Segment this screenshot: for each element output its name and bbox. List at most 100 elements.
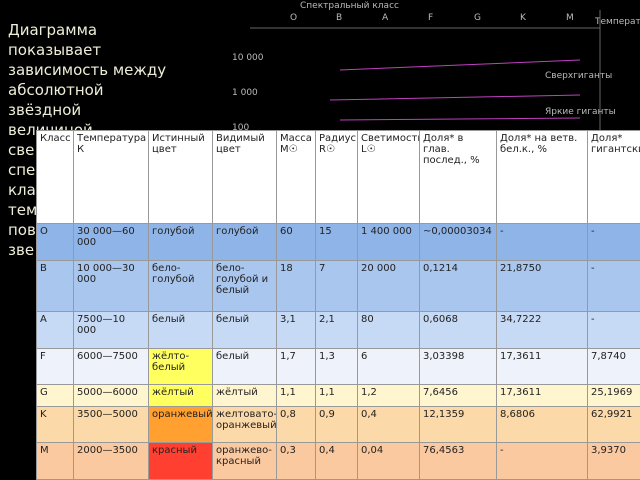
table-cell: - (587, 223, 640, 261)
spectral-class: B (336, 13, 342, 23)
table-cell: белый (148, 311, 213, 349)
text-line: зве (8, 241, 35, 259)
table-cell: 0,6068 (419, 311, 497, 349)
table-cell: O (36, 223, 74, 261)
table-cell: ~0,00003034 (419, 223, 497, 261)
table-cell: 1 400 000 (357, 223, 420, 261)
spectral-class: F (428, 13, 433, 23)
table-cell: G (36, 384, 74, 407)
table-row: M 2000—3500 красный оранжево-красный 0,3 0,4 0… (36, 442, 640, 480)
table-cell: оранжево-красный (212, 442, 277, 480)
table-cell: 0,9 (315, 405, 358, 444)
table-cell: 7,8740 (587, 347, 640, 386)
table-cell: 3,9370 (587, 442, 640, 480)
header-cell: Светимость L☉ (357, 130, 420, 224)
text-line: кла (8, 181, 36, 199)
table-row: K 3500—5000 оранжевый желтовато-оранжевый 0,… (36, 405, 640, 444)
table-row: G 5000—6000 жёлтый жёлтый 1,1 1,1 1,2 7,6456 17,… (36, 384, 640, 407)
header-cell: Истинный цвет (148, 130, 213, 224)
table-cell: 3,1 (276, 311, 316, 349)
table-cell: 3500—5000 (73, 405, 149, 444)
table-cell: 6 (357, 347, 420, 386)
y-label: 1 000 (232, 88, 258, 98)
table-cell: 6000—7500 (73, 347, 149, 386)
table-cell: жёлтый (148, 384, 213, 407)
text-line: све (8, 141, 35, 159)
table-cell: жёлто-белый (148, 347, 213, 386)
header-cell: Класс (36, 130, 74, 224)
table-cell: белый (212, 311, 277, 349)
header-row: Класс Температура К Истинный цвет Видимый ц… (36, 130, 640, 224)
spectral-class: M (566, 13, 574, 23)
text-line: тем (8, 201, 38, 219)
curve (329, 94, 581, 101)
star-table: Класс Температура К Истинный цвет Видимый ц… (36, 130, 640, 480)
table-cell: 5000—6000 (73, 384, 149, 407)
header-cell: Масса M☉ (276, 130, 316, 224)
table-cell: - (496, 223, 588, 261)
table-cell: K (36, 405, 74, 444)
table-cell: 0,4 (357, 405, 420, 444)
table-cell: 0,3 (276, 442, 316, 480)
table-cell: 12,1359 (419, 405, 497, 444)
table-cell: - (587, 259, 640, 313)
text-line: Диаграмма (8, 21, 98, 39)
text-line: абсолютной (8, 81, 104, 99)
header-cell: Доля* на ветв. бел.к., % (496, 130, 588, 224)
table-cell: 8,6806 (496, 405, 588, 444)
table-cell: F (36, 347, 74, 386)
table-cell: 17,3611 (496, 347, 588, 386)
table-cell: 20 000 (357, 259, 420, 313)
text-line: звёздной (8, 101, 82, 119)
text-line: пов (8, 221, 36, 239)
table-cell: жёлтый (212, 384, 277, 407)
table-cell: 7 (315, 259, 358, 313)
table-row: O 30 000—60 000 голубой голубой 60 15 1 400 00… (36, 223, 640, 261)
table-row: F 6000—7500 жёлто-белый белый 1,7 1,3 6 3,03398… (36, 347, 640, 386)
table-cell: бело-голубой (148, 259, 213, 313)
table-row: B 10 000—30 000 бело-голубой бело-голубой и… (36, 259, 640, 313)
table-cell: 7500—10 000 (73, 311, 149, 349)
table-cell: 62,9921 (587, 405, 640, 444)
text-line: показывает (8, 41, 102, 59)
table-cell: 17,3611 (496, 384, 588, 407)
table-cell: 25,1969 (587, 384, 640, 407)
table-cell: 2,1 (315, 311, 358, 349)
table-cell: красный (148, 442, 213, 480)
header-cell: Доля* гигантских, % (587, 130, 640, 224)
table-cell: B (36, 259, 74, 313)
table-cell: 0,1214 (419, 259, 497, 313)
curve (339, 117, 581, 121)
temperature-label: Температура (594, 17, 640, 27)
table-cell: - (587, 311, 640, 349)
y-label: 100 (232, 123, 249, 133)
table-cell: белый (212, 347, 277, 386)
table-cell: желтовато-оранжевый (212, 405, 277, 444)
table-cell: A (36, 311, 74, 349)
table-cell: 76,4563 (419, 442, 497, 480)
spectral-class: A (382, 13, 389, 23)
table-cell: 1,7 (276, 347, 316, 386)
table-cell: 60 (276, 223, 316, 261)
header-cell: Радиус R☉ (315, 130, 358, 224)
table-cell: 10 000—30 000 (73, 259, 149, 313)
y-label: 10 000 (232, 53, 264, 63)
header-cell: Видимый цвет (212, 130, 277, 224)
header-cell: Доля* в глав. послед., % (419, 130, 497, 224)
table-cell: 80 (357, 311, 420, 349)
slide-text: Диаграмма показывает зависимость между абсо… (8, 20, 166, 260)
table-cell: 1,3 (315, 347, 358, 386)
table-row: A 7500—10 000 белый белый 3,1 2,1 80 0,6068 34,7… (36, 311, 640, 349)
table-cell: оранжевый (148, 405, 213, 444)
region-label: Сверхгиганты (545, 71, 612, 81)
table-cell: M (36, 442, 74, 480)
table-cell: 34,7222 (496, 311, 588, 349)
spectral-class: G (474, 13, 481, 23)
table-cell: 1,1 (315, 384, 358, 407)
spectral-class: O (290, 13, 297, 23)
table-cell: голубой (148, 223, 213, 261)
table-cell: - (496, 442, 588, 480)
table-cell: 1,2 (357, 384, 420, 407)
table-cell: 7,6456 (419, 384, 497, 407)
